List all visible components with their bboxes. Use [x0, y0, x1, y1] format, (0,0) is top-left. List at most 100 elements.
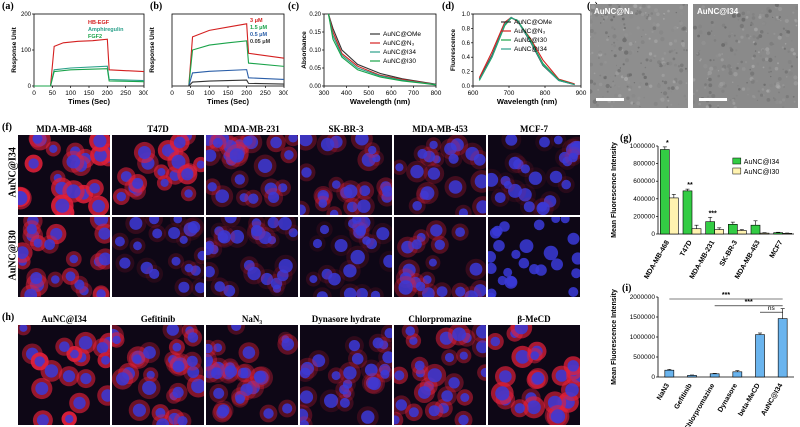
cell-nucleus	[474, 174, 486, 189]
cell-nucleus	[217, 230, 231, 244]
cell-nucleus	[452, 327, 466, 342]
tem-particle	[642, 29, 644, 31]
y-tick-label: 0	[28, 84, 32, 90]
cell-nucleus	[527, 400, 541, 415]
tem-particle	[615, 64, 618, 67]
cell-nucleus	[401, 240, 414, 254]
tem-particle	[640, 62, 642, 65]
cell-nucleus	[415, 281, 426, 292]
cell-nucleus	[412, 201, 422, 211]
cell-nucleus	[171, 154, 186, 169]
tem-particle	[626, 96, 630, 100]
cell-nucleus	[178, 281, 190, 293]
category-label: beta-MeCD	[737, 383, 761, 418]
confocal-cells	[488, 325, 580, 425]
column-label-h: Chlorpromazine	[408, 314, 472, 324]
cell-nucleus	[361, 152, 376, 167]
cell-nucleus	[116, 191, 126, 202]
column-label-f: MCF-7	[520, 124, 548, 134]
cell-nucleus	[494, 192, 506, 203]
tem-particle	[724, 39, 728, 43]
cell-nucleus	[324, 393, 339, 408]
tem-particle	[662, 62, 667, 67]
bar	[669, 197, 679, 235]
y-axis-label: Response Unit	[149, 26, 156, 72]
tem-image-left: AuNC@N₃	[590, 4, 688, 108]
cell-nucleus	[78, 336, 93, 350]
y-tick-label: 0	[651, 231, 655, 238]
tem-particle	[708, 77, 712, 82]
cell-nucleus	[488, 251, 496, 263]
y-tick-label: 0.20	[309, 12, 321, 18]
bar	[728, 224, 738, 235]
tem-particle	[656, 12, 660, 16]
tem-particle	[761, 10, 763, 12]
panel-label-h: (h)	[2, 312, 15, 323]
confocal-cells	[488, 135, 580, 215]
cell-nucleus	[523, 201, 535, 213]
tem-particle	[792, 52, 796, 56]
tem-particle	[642, 4, 646, 8]
cell-nucleus	[171, 256, 181, 266]
cell-nucleus	[489, 227, 502, 239]
y-tick-label: 400000	[633, 196, 655, 203]
x-tick-label: 300	[139, 90, 148, 97]
cell-nucleus	[116, 372, 130, 386]
tem-particle	[670, 103, 673, 106]
series-line-0	[172, 23, 285, 87]
tem-particle	[622, 10, 627, 15]
cell-nucleus	[191, 378, 204, 394]
y-tick-label: 100	[21, 48, 32, 54]
tem-particle	[628, 42, 633, 46]
cell-nucleus	[359, 185, 371, 197]
cell-nucleus	[187, 332, 199, 343]
confocal-image	[112, 135, 204, 215]
x-tick-label: 0	[170, 90, 174, 97]
tem-particle	[792, 11, 795, 14]
tem-particle	[640, 40, 645, 44]
tem-particle	[722, 10, 726, 14]
tem-particle	[693, 100, 695, 104]
tem-particle	[783, 85, 786, 88]
tem-particle	[786, 13, 789, 17]
cell-nucleus	[455, 227, 465, 237]
cell-nucleus	[361, 410, 375, 424]
tem-particle	[603, 5, 605, 8]
cell-nucleus	[394, 415, 400, 425]
tem-particle	[631, 11, 636, 16]
tem-particle	[721, 43, 725, 47]
tem-particle	[603, 16, 608, 20]
cell-nucleus	[317, 190, 329, 202]
tem-particle	[762, 66, 765, 69]
tem-particle	[651, 30, 654, 34]
cell-nucleus	[101, 355, 110, 365]
tem-particle	[614, 93, 618, 98]
tem-particle	[620, 75, 624, 79]
tem-particle	[670, 49, 674, 53]
tem-particle	[666, 106, 668, 108]
tem-particle	[778, 6, 783, 12]
cell-nucleus	[309, 275, 318, 284]
tem-particle	[606, 75, 611, 80]
cell-nucleus	[258, 158, 273, 173]
cell-nucleus	[372, 154, 381, 163]
tem-texture-left	[590, 4, 688, 108]
tem-particle	[590, 35, 592, 38]
cell-nucleus	[69, 254, 79, 264]
tem-particle	[661, 80, 664, 83]
tem-particle	[639, 6, 642, 9]
x-axis-label: Times (Sec)	[68, 97, 110, 106]
tem-particle	[728, 71, 733, 75]
cell-nucleus	[409, 336, 418, 345]
tem-particle	[739, 23, 744, 29]
y-axis-label: Mean Fluorescence Intensity	[611, 289, 618, 385]
bar	[660, 149, 670, 235]
cell-nucleus	[420, 186, 435, 200]
cell-nucleus	[94, 149, 107, 162]
cell-nucleus	[268, 191, 280, 203]
panel-label-i: (i)	[622, 283, 632, 294]
cell-nucleus	[370, 290, 381, 297]
tem-particle	[623, 23, 626, 26]
tem-particle	[644, 15, 647, 19]
cell-nucleus	[351, 353, 364, 365]
